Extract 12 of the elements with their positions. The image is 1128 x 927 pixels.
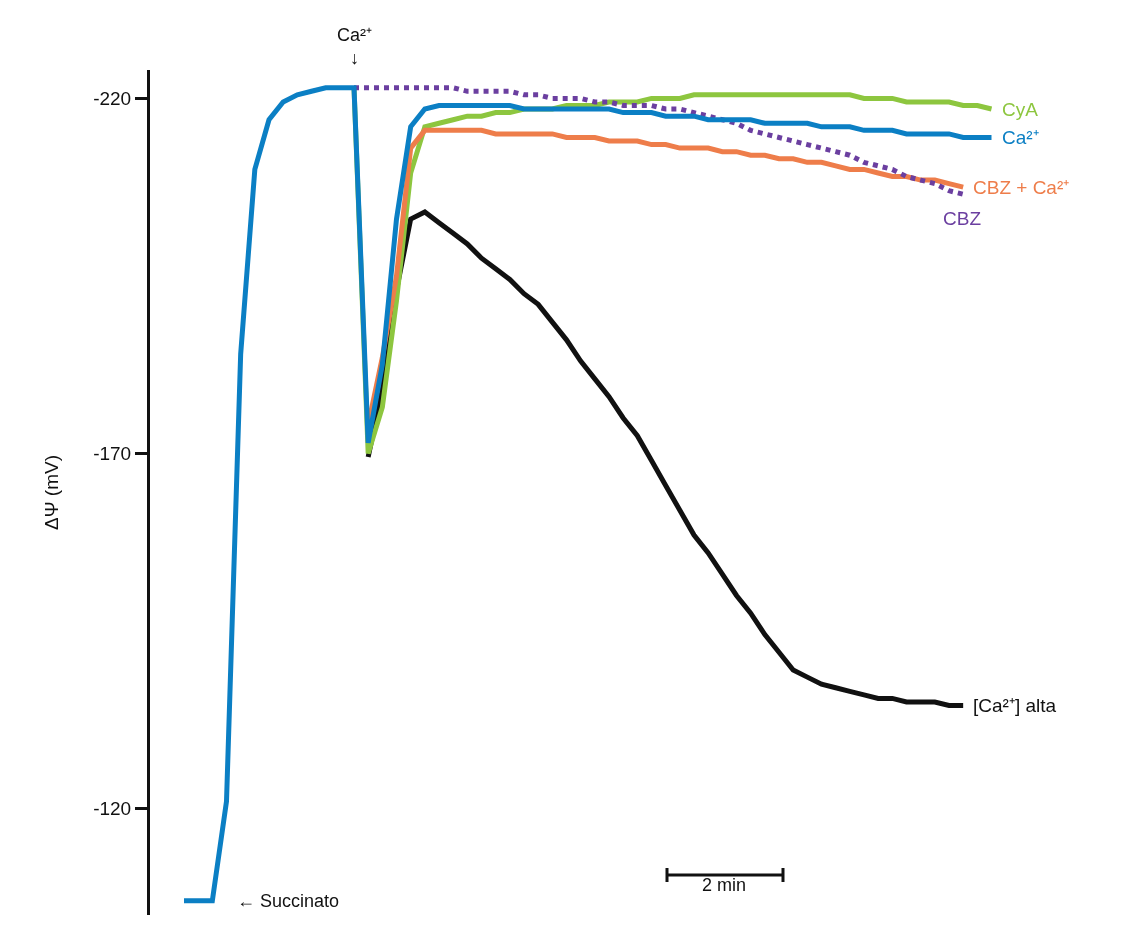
y-tick-label: -220: [93, 88, 132, 110]
annotation: ← Succinato: [237, 891, 340, 911]
series-label: CBZ + Ca²⁺: [973, 177, 1070, 198]
y-tick-label: -170: [93, 443, 132, 465]
annotation: 2 min: [702, 875, 747, 895]
text: Ca²⁺ ↓: [337, 25, 373, 69]
y-tick-label: -120: [93, 798, 132, 820]
series-label: CyA: [1002, 99, 1039, 120]
series-label: CBZ: [943, 208, 982, 229]
series-label: [Ca²⁺] alta: [973, 695, 1057, 716]
y-axis-title: ΔΨ (mV): [41, 455, 63, 530]
series-label: Ca²⁺: [1002, 127, 1039, 148]
